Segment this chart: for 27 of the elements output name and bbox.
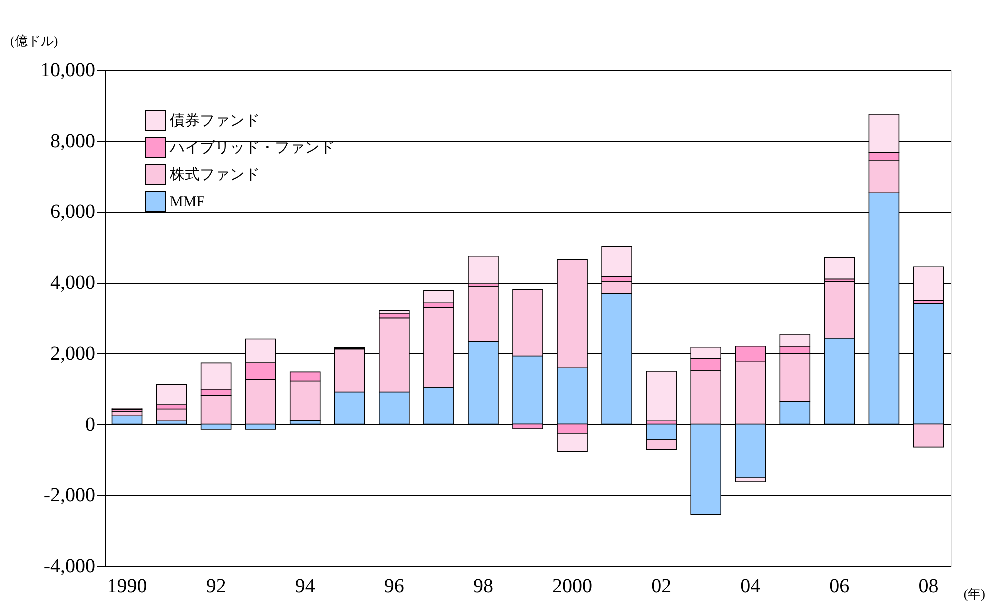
y-tick-label: 10,000: [40, 60, 96, 82]
legend-label: MMF: [170, 194, 206, 210]
bar: [156, 408, 188, 422]
x-axis-title: (年): [964, 586, 986, 602]
legend-label: 債券ファンド: [170, 112, 260, 130]
x-tick-label: 04: [740, 576, 761, 598]
x-tick-label: 94: [295, 576, 316, 598]
y-tick-label: 6,000: [50, 201, 96, 224]
x-tick-label: 2000: [552, 576, 593, 598]
x-tick-label: 96: [384, 576, 404, 598]
legend-label: 株式ファンド: [169, 166, 260, 184]
y-axis-title: (億ドル): [10, 34, 58, 48]
x-tick-label: 98: [473, 576, 494, 598]
x-tick-label: 1990: [107, 576, 148, 598]
x-tick-label: 08: [918, 576, 939, 598]
y-tick-label: 8,000: [50, 130, 96, 152]
bar: [646, 371, 677, 422]
x-tick-label: 06: [830, 576, 850, 598]
y-tick-label: 4,000: [50, 272, 96, 294]
x-tick-label: 02: [652, 576, 672, 598]
x-tick-label: 92: [206, 576, 226, 598]
y-tick-label: -2,000: [44, 484, 96, 507]
bar: [156, 384, 188, 406]
y-tick-label: 0: [86, 414, 96, 436]
y-tick-label: 2,000: [50, 342, 96, 365]
bar: [824, 257, 856, 280]
y-tick-label: -4,000: [44, 556, 96, 578]
